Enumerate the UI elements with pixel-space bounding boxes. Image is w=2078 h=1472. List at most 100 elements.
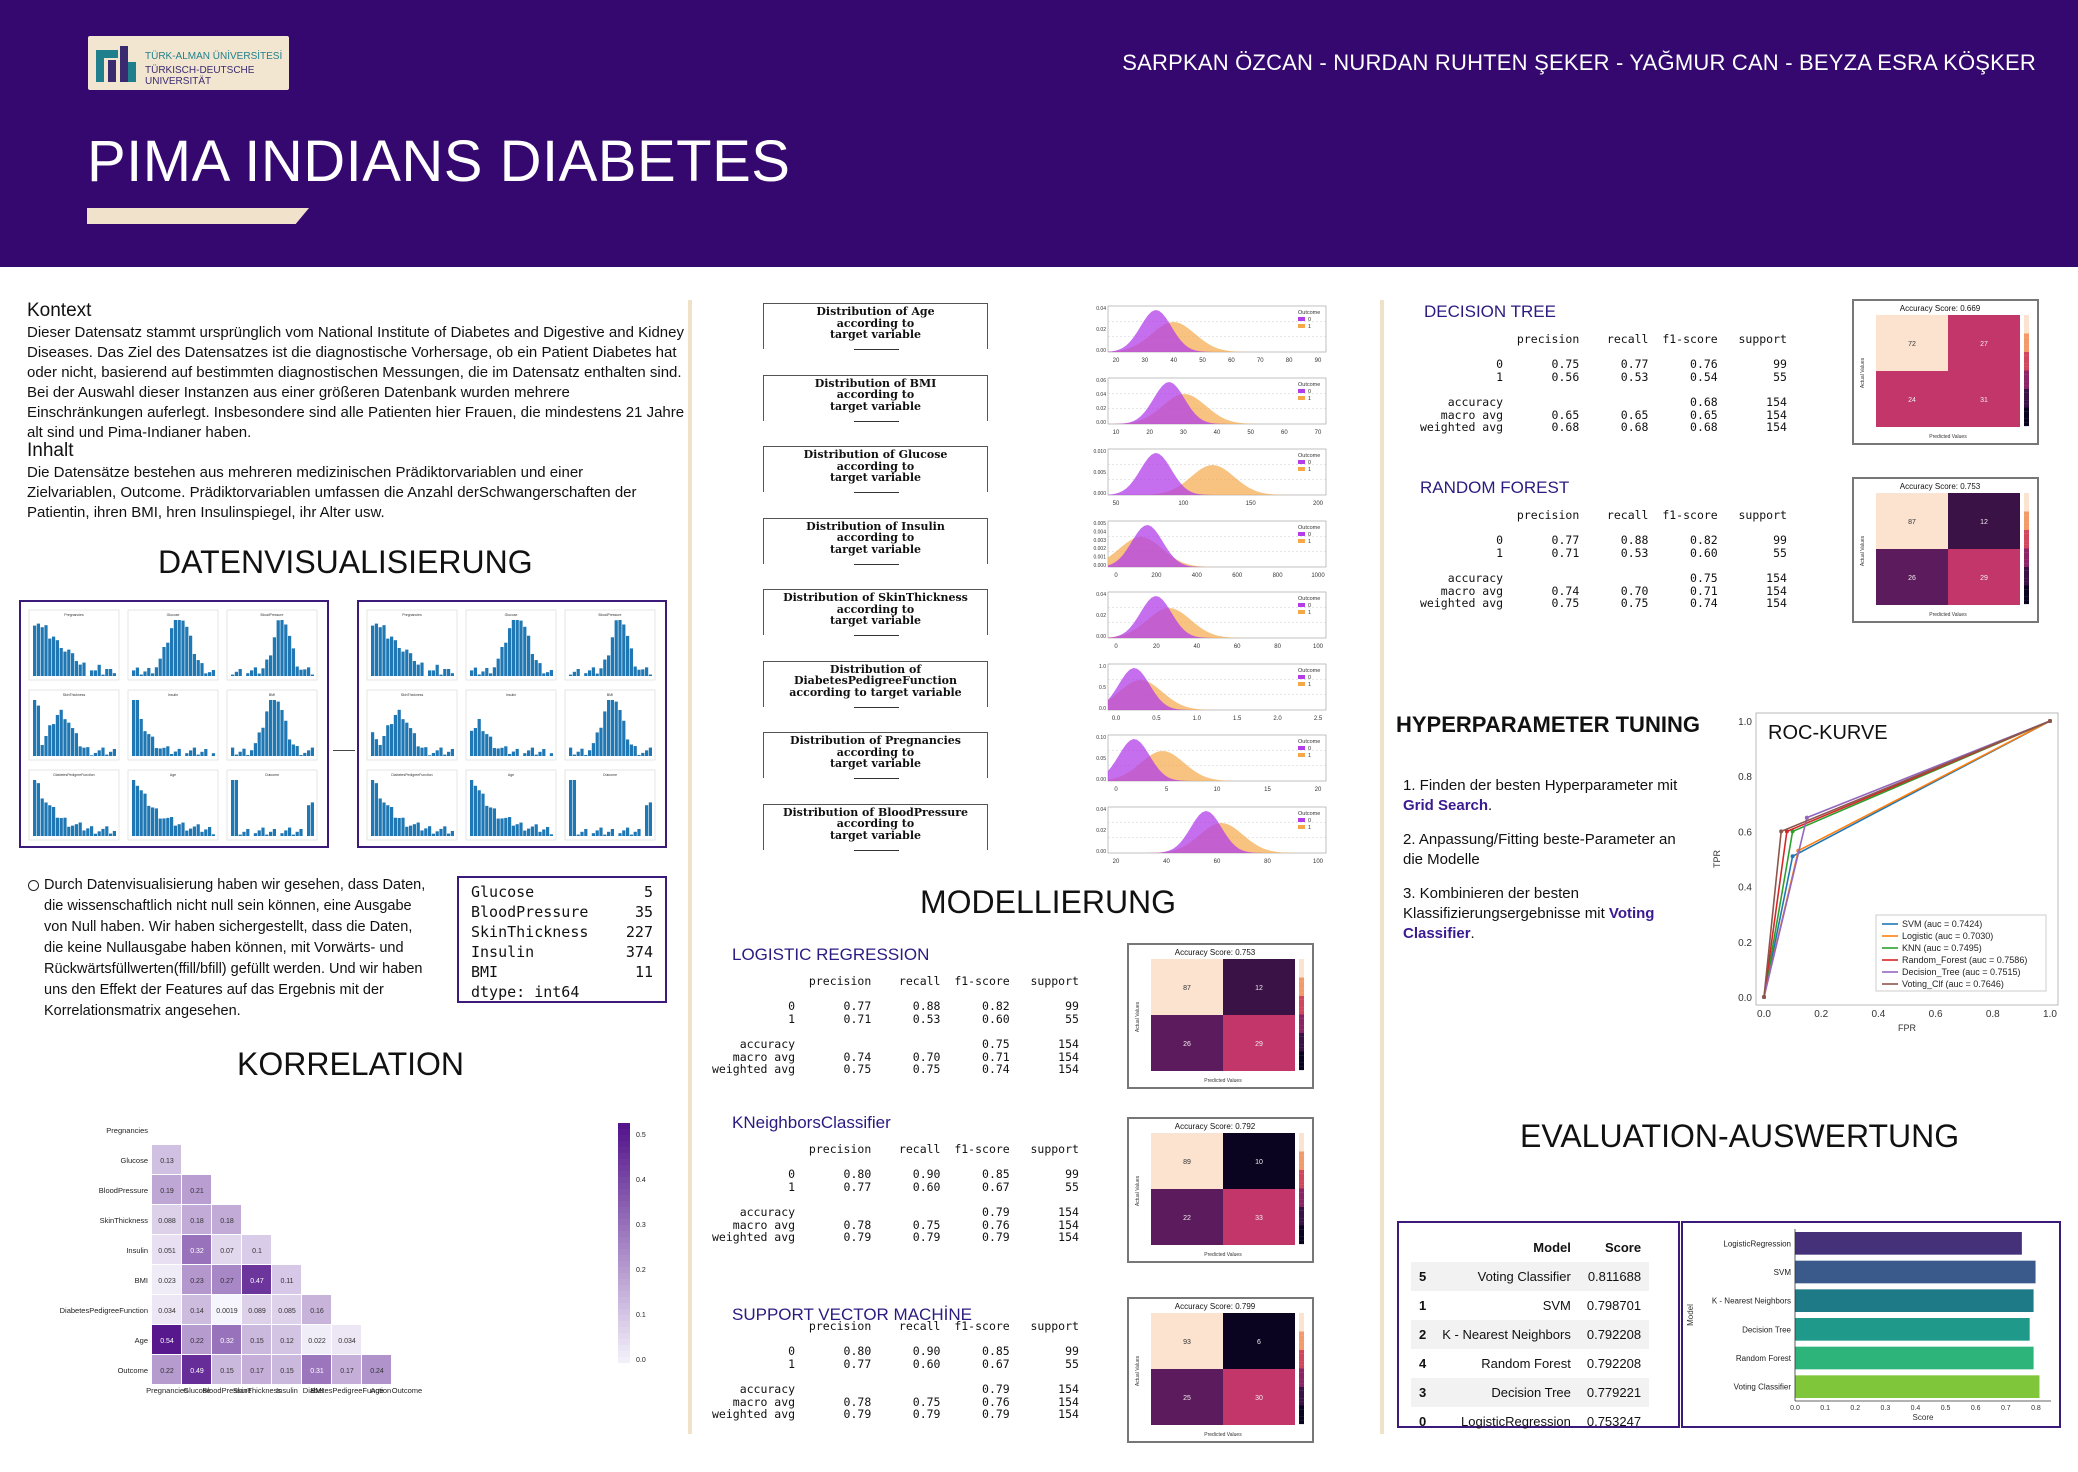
roc-xtick: 0.6 <box>1929 1009 1943 1020</box>
distribution-ytick: 0.000 <box>1093 563 1106 569</box>
dtype-line: dtype: int64 <box>471 983 580 1001</box>
histogram-2: BloodPressure <box>564 609 656 681</box>
distribution-xtick: 100 <box>1313 859 1324 865</box>
cm-cell <box>1948 549 2020 605</box>
dt-confusion-matrix: Accuracy Score: 0.669 72 27 24 31 Predicted V… <box>1852 299 2039 445</box>
corr-cell <box>272 1265 301 1294</box>
distribution-ytick: 0.005 <box>1093 521 1106 527</box>
distribution-label: Distribution of SkinThickness according … <box>763 589 988 636</box>
distribution-xtick: 600 <box>1232 573 1243 579</box>
lr-confusion-matrix: Accuracy Score: 0.753 87 12 26 29 Predicted V… <box>1127 943 1314 1089</box>
svg-text:1: 1 <box>1308 324 1311 330</box>
corr-cell-value: 0.17 <box>340 1368 354 1375</box>
corr-cell-value: 0.31 <box>310 1368 324 1375</box>
svg-text:1: 1 <box>1308 753 1311 759</box>
corr-cell <box>242 1265 271 1294</box>
distribution-ytick: 0.02 <box>1096 828 1106 834</box>
logo-line-2: TÜRKISCH-DEUTSCHE UNIVERSITÄT <box>145 65 255 87</box>
corr-row-label: Insulin <box>126 1246 148 1255</box>
distribution-xtick: 800 <box>1273 573 1284 579</box>
accuracy-score: Accuracy Score: 0.669 <box>1900 304 1981 313</box>
corr-cell <box>302 1325 331 1354</box>
cm-cell <box>1223 1313 1295 1369</box>
cm-ylabel: Actual Values <box>1135 1175 1141 1206</box>
university-logo: TÜRK-ALMAN ÜNİVERSİTESİ TÜRKISCH-DEUTSCH… <box>88 36 289 90</box>
distribution-xtick: 60 <box>1228 358 1235 364</box>
corr-colorbar <box>618 1123 630 1363</box>
datenvisualisierung-title: DATENVISUALISIERUNG <box>158 544 533 580</box>
corr-cell-value: 0.27 <box>220 1278 234 1285</box>
confusion-matrix-plot: Accuracy Score: 0.792 89 10 22 33 Predicted V… <box>1135 1122 1304 1258</box>
cm-value: 33 <box>1255 1215 1263 1222</box>
histogram-title: Outcome <box>603 773 617 777</box>
svg-text:1: 1 <box>1308 467 1311 473</box>
colorbar-tick: 0.5 <box>636 1132 646 1139</box>
null-count-value: 35 <box>634 903 653 921</box>
colorbar-tick: 0.3 <box>636 1222 646 1229</box>
score-bar <box>1795 1346 2034 1370</box>
corr-cell-value: 0.085 <box>278 1308 296 1315</box>
distribution-ytick: 0.00 <box>1096 777 1106 783</box>
header: TÜRK-ALMAN ÜNİVERSİTESİ TÜRKISCH-DEUTSCH… <box>0 0 2078 267</box>
histogram-3: SkinThickness <box>28 689 120 761</box>
null-count-feature: SkinThickness <box>471 923 589 941</box>
null-count-row: SkinThickness 227 <box>471 922 653 942</box>
corr-cell <box>152 1205 181 1234</box>
svg-text:1: 1 <box>1308 825 1311 831</box>
logo-icon <box>96 46 136 82</box>
roc-legend-entry: Voting_Clf (auc = 0.7646) <box>1902 979 2004 989</box>
corr-cell-value: 0.088 <box>158 1218 176 1225</box>
cm-value: 10 <box>1255 1159 1263 1166</box>
bar-xtick: 0.4 <box>1911 1405 1921 1412</box>
corr-cell <box>152 1295 181 1324</box>
svg-text:0: 0 <box>1308 317 1311 323</box>
histogram-title: Insulin <box>168 693 178 697</box>
histogram-5: BMI <box>564 689 656 761</box>
null-count-row: Insulin 374 <box>471 942 653 962</box>
distribution-ytick: 0.02 <box>1096 327 1106 333</box>
eval-index: 4 <box>1419 1356 1427 1371</box>
cm-value: 26 <box>1908 575 1916 582</box>
corr-cell <box>302 1295 331 1324</box>
distribution-ytick: 0.04 <box>1096 392 1106 398</box>
rf-title: RANDOM FOREST <box>1420 478 1570 497</box>
grid-search-link: Grid Search <box>1403 797 1489 814</box>
cm-ylabel: Actual Values <box>1860 357 1866 388</box>
bar-xtick: 0.8 <box>2031 1405 2041 1412</box>
cm-value: 12 <box>1980 519 1988 526</box>
distribution-xtick: 80 <box>1264 859 1271 865</box>
svg-text:0: 0 <box>1308 389 1311 395</box>
distribution-xtick: 15 <box>1264 787 1271 793</box>
cm-cell <box>1876 549 1948 605</box>
histogram-8: Outcome <box>564 769 656 841</box>
corr-cell <box>272 1355 301 1384</box>
distribution-xtick: 90 <box>1315 358 1322 364</box>
eval-row: 1 SVM 0.798701 <box>1411 1291 1649 1320</box>
distribution-xtick: 20 <box>1315 787 1322 793</box>
hyperparameter-steps: 1. Finden der besten Hyperparameter mit … <box>1403 776 1703 944</box>
cm-value: 87 <box>1908 519 1916 526</box>
svg-text:1: 1 <box>1308 539 1311 545</box>
corr-cell-value: 0.32 <box>220 1338 234 1345</box>
svg-text:Outcome: Outcome <box>1298 739 1320 745</box>
roc-legend: SVM (auc = 0.7424) Logistic (auc = 0.7030… <box>1875 914 2047 992</box>
cm-value: 25 <box>1183 1395 1191 1402</box>
evaluation-title: EVALUATION-AUSWERTUNG <box>1520 1118 1960 1154</box>
corr-cell <box>212 1325 241 1354</box>
score-bar <box>1795 1289 2034 1312</box>
eval-index: 5 <box>1419 1269 1427 1284</box>
corr-cell <box>152 1265 181 1294</box>
corr-cell-value: 0.22 <box>190 1338 204 1345</box>
corr-col-label: SkinThickness <box>233 1386 282 1395</box>
score-bar <box>1795 1232 2022 1255</box>
distribution-xtick: 20 <box>1113 358 1120 364</box>
distribution-ytick: 0.04 <box>1096 306 1106 312</box>
score-bar <box>1795 1318 2030 1341</box>
null-count-value: 5 <box>643 883 653 901</box>
accuracy-score: Accuracy Score: 0.799 <box>1175 1302 1256 1311</box>
colorbar-tick: 0.1 <box>636 1312 646 1319</box>
corr-cell-value: 0.13 <box>160 1158 174 1165</box>
